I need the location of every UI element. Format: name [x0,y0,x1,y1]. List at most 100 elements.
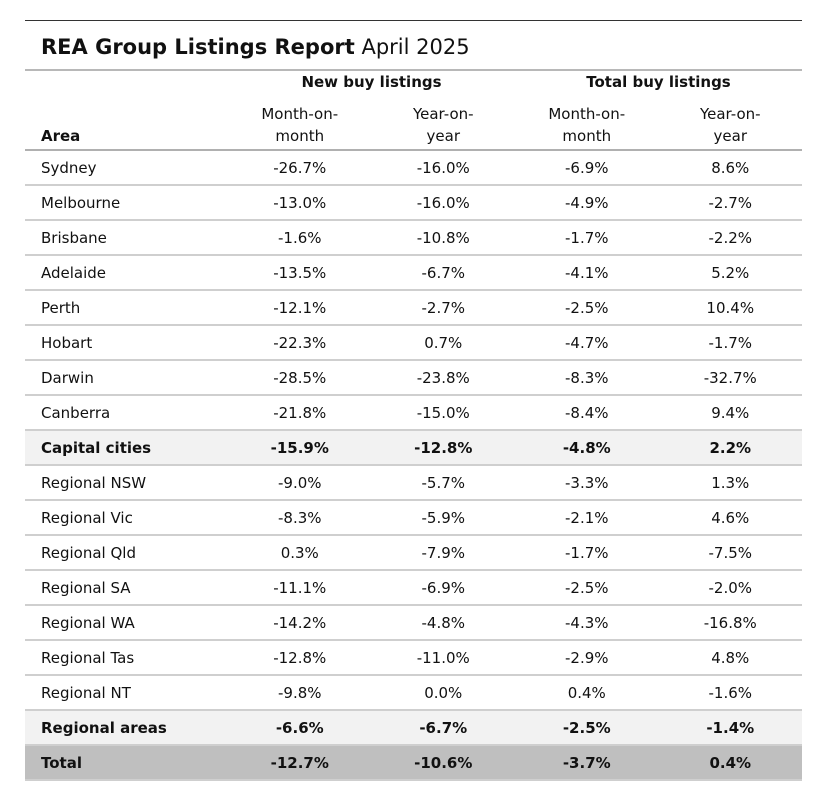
group-header-row: New buy listings Total buy listings [25,71,802,97]
group-header-total-buy: Total buy listings [586,73,731,91]
new-yoy-cell: -5.9% [371,500,515,536]
report-title-main: REA Group Listings Report [41,35,355,59]
area-cell: Total [25,745,228,781]
table-row: Darwin -28.5% -23.8% -8.3% -32.7% [25,360,802,396]
total-mom-cell: -4.3% [515,605,659,641]
total-mom-cell: -4.8% [515,430,659,466]
new-mom-cell: -28.5% [228,360,372,396]
new-yoy-cell: -6.7% [371,255,515,291]
area-cell: Regional Vic [25,500,228,536]
total-mom-cell: -2.5% [515,710,659,746]
total-yoy-cell: 2.2% [658,430,802,466]
table-row: Adelaide -13.5% -6.7% -4.1% 5.2% [25,255,802,291]
table-row: Regional NT -9.8% 0.0% 0.4% -1.6% [25,675,802,711]
new-mom-cell: -13.0% [228,185,372,221]
new-mom-cell: -12.8% [228,640,372,676]
new-mom-cell: 0.3% [228,535,372,571]
table-row: Regional Qld 0.3% -7.9% -1.7% -7.5% [25,535,802,571]
total-yoy-cell: -1.6% [658,675,802,711]
table-row: Regional Tas -12.8% -11.0% -2.9% 4.8% [25,640,802,676]
table-row: Perth -12.1% -2.7% -2.5% 10.4% [25,290,802,326]
total-yoy-cell: 9.4% [658,395,802,431]
area-cell: Perth [25,290,228,326]
new-mom-cell: -13.5% [228,255,372,291]
new-mom-cell: -9.0% [228,465,372,501]
total-mom-cell: -4.1% [515,255,659,291]
total-mom-cell: -8.3% [515,360,659,396]
total-mom-cell: -4.7% [515,325,659,361]
new-mom-cell: -15.9% [228,430,372,466]
new-mom-cell: -21.8% [228,395,372,431]
area-cell: Regional NT [25,675,228,711]
total-mom-cell: -2.5% [515,570,659,606]
table-row: Regional WA -14.2% -4.8% -4.3% -16.8% [25,605,802,641]
table-body: Sydney -26.7% -16.0% -6.9% 8.6% Melbourn… [25,150,802,781]
new-mom-cell: -26.7% [228,150,372,186]
new-mom-cell: -8.3% [228,500,372,536]
column-header-line: year [426,127,460,145]
total-mom-cell: -2.9% [515,640,659,676]
top-rule [25,20,802,21]
column-header-line: Month-on- [548,105,626,123]
area-cell: Brisbane [25,220,228,256]
group-header-blank [25,71,228,97]
total-mom-cell: -3.7% [515,745,659,781]
table-row: Sydney -26.7% -16.0% -6.9% 8.6% [25,150,802,186]
subtotal-row: Regional areas -6.6% -6.7% -2.5% -1.4% [25,710,802,746]
total-yoy-cell: 4.8% [658,640,802,676]
total-yoy-cell: 10.4% [658,290,802,326]
total-mom-cell: -2.5% [515,290,659,326]
total-yoy-cell: 4.6% [658,500,802,536]
area-cell: Regional NSW [25,465,228,501]
table-row: Regional Vic -8.3% -5.9% -2.1% 4.6% [25,500,802,536]
total-yoy-cell: -32.7% [658,360,802,396]
new-yoy-cell: -10.6% [371,745,515,781]
column-header-total-yoy: Year-on- year [658,97,802,151]
new-yoy-cell: -16.0% [371,150,515,186]
new-yoy-cell: 0.7% [371,325,515,361]
total-yoy-cell: 5.2% [658,255,802,291]
area-cell: Melbourne [25,185,228,221]
new-mom-cell: -12.1% [228,290,372,326]
column-header-line: year [713,127,747,145]
total-mom-cell: -1.7% [515,535,659,571]
total-yoy-cell: 0.4% [658,745,802,781]
total-yoy-cell: -7.5% [658,535,802,571]
table-row: Brisbane -1.6% -10.8% -1.7% -2.2% [25,220,802,256]
subtotal-row: Capital cities -15.9% -12.8% -4.8% 2.2% [25,430,802,466]
column-header-line: Month-on- [261,105,339,123]
new-yoy-cell: -12.8% [371,430,515,466]
column-header-line: Year-on- [412,105,474,123]
new-yoy-cell: -2.7% [371,290,515,326]
area-cell: Regional Tas [25,640,228,676]
table-row: Regional SA -11.1% -6.9% -2.5% -2.0% [25,570,802,606]
area-cell: Sydney [25,150,228,186]
new-mom-cell: -22.3% [228,325,372,361]
total-yoy-cell: -2.0% [658,570,802,606]
table-row: Regional NSW -9.0% -5.7% -3.3% 1.3% [25,465,802,501]
new-mom-cell: -12.7% [228,745,372,781]
new-yoy-cell: -6.7% [371,710,515,746]
new-yoy-cell: -16.0% [371,185,515,221]
new-yoy-cell: -4.8% [371,605,515,641]
column-header-area: Area [25,97,228,151]
new-yoy-cell: -7.9% [371,535,515,571]
table-row: Hobart -22.3% 0.7% -4.7% -1.7% [25,325,802,361]
total-mom-cell: 0.4% [515,675,659,711]
new-yoy-cell: -10.8% [371,220,515,256]
column-header-line: Year-on- [699,105,761,123]
area-cell: Hobart [25,325,228,361]
total-yoy-cell: 8.6% [658,150,802,186]
total-yoy-cell: 1.3% [658,465,802,501]
table-row: Canberra -21.8% -15.0% -8.4% 9.4% [25,395,802,431]
total-mom-cell: -8.4% [515,395,659,431]
new-yoy-cell: -15.0% [371,395,515,431]
new-mom-cell: -9.8% [228,675,372,711]
new-mom-cell: -11.1% [228,570,372,606]
table-row: Melbourne -13.0% -16.0% -4.9% -2.7% [25,185,802,221]
column-header-total-mom: Month-on- month [515,97,659,151]
total-mom-cell: -6.9% [515,150,659,186]
area-cell: Regional WA [25,605,228,641]
new-mom-cell: -1.6% [228,220,372,256]
total-row: Total -12.7% -10.6% -3.7% 0.4% [25,745,802,781]
